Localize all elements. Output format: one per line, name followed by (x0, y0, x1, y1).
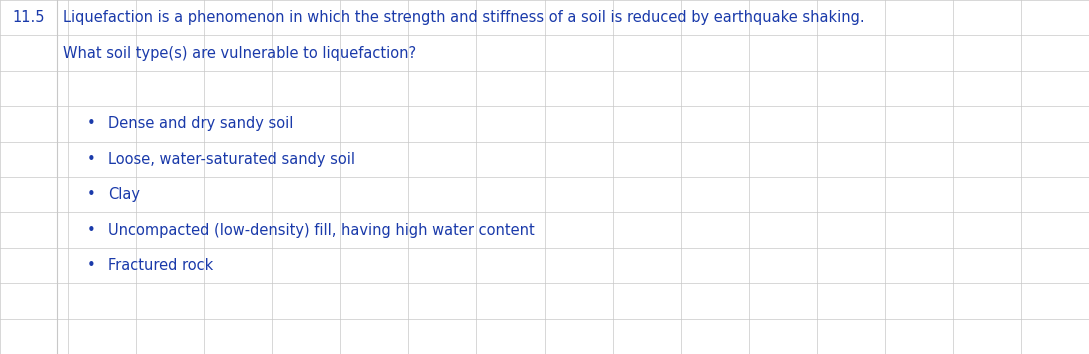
Text: What soil type(s) are vulnerable to liquefaction?: What soil type(s) are vulnerable to liqu… (63, 46, 416, 61)
Text: •: • (87, 187, 96, 202)
Text: •: • (87, 116, 96, 131)
Text: Liquefaction is a phenomenon in which the strength and stiffness of a soil is re: Liquefaction is a phenomenon in which th… (63, 10, 865, 25)
Text: Dense and dry sandy soil: Dense and dry sandy soil (108, 116, 294, 131)
Text: •: • (87, 223, 96, 238)
Text: Clay: Clay (108, 187, 140, 202)
Text: •: • (87, 258, 96, 273)
Text: Uncompacted (low-density) fill, having high water content: Uncompacted (low-density) fill, having h… (108, 223, 535, 238)
Text: 11.5: 11.5 (12, 10, 45, 25)
Text: Loose, water-saturated sandy soil: Loose, water-saturated sandy soil (108, 152, 355, 167)
Text: •: • (87, 152, 96, 167)
Text: Fractured rock: Fractured rock (108, 258, 213, 273)
